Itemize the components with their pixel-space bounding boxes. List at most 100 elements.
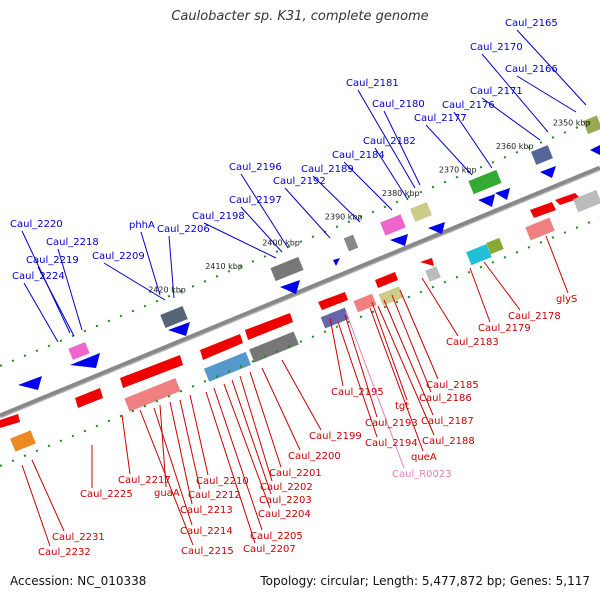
forward-gene-label[interactable]: Caul_2220 [10,219,63,230]
scale-tick [371,310,375,314]
scale-tick [35,349,39,353]
reverse-gene-label[interactable]: queA [411,452,437,463]
map-title: Caulobacter sp. K31, complete genome [171,9,429,24]
kbp-label: 2400 kbp [262,239,300,248]
forward-gene-label[interactable]: phhA [129,220,155,231]
scale-tick [95,424,99,428]
leader-line [481,53,549,133]
reverse-gene-label[interactable]: Caul_2188 [422,436,475,447]
scale-tick [407,295,411,299]
scale-tick [251,360,255,363]
scale-tick [239,265,243,268]
reverse-gene-label[interactable]: Caul_2204 [258,509,311,520]
reverse-gene-label[interactable]: tgt [395,401,409,412]
scale-tick [203,379,207,383]
reverse-gene-label[interactable]: Caul_2195 [331,387,384,398]
kbp-label: 2420 kbp [148,286,186,295]
scale-tick [515,251,519,254]
leader-line [483,261,521,311]
reverse-gene-label[interactable]: Caul_2185 [426,380,479,391]
scale-tick [587,221,591,224]
scale-tick [251,260,255,263]
scale-tick [47,344,51,348]
scale-tick [395,200,399,204]
reverse-gene-label[interactable]: Caul_2232 [38,547,91,558]
scale-tick [527,146,531,149]
reverse-gene-label[interactable]: Caul_2194 [365,438,418,449]
reverse-gene-label[interactable]: Caul_2231 [52,532,105,543]
scale-tick [431,285,435,289]
leader-line [140,231,161,296]
forward-gene-label[interactable]: Caul_2192 [273,176,326,187]
scale-tick [59,339,63,343]
forward-gene-label[interactable]: Caul_2219 [26,255,79,266]
scale-tick [455,175,459,179]
reverse-gene-label[interactable]: Caul_2214 [180,526,233,537]
forward-gene-label[interactable]: Caul_2170 [470,42,523,53]
scale-tick [299,340,303,343]
reverse-gene-label[interactable]: Caul_2217 [118,475,171,486]
forward-gene-label[interactable]: Caul_2182 [363,136,416,147]
reverse-gene-label[interactable]: Caul_2178 [508,311,561,322]
forward-gene-label[interactable]: Caul_2180 [372,99,425,110]
leader-line [205,391,256,544]
forward-gene-label[interactable]: Caul_2165 [505,18,558,29]
forward-gene-label[interactable]: Caul_2184 [332,150,385,161]
forward-gene-label[interactable]: Caul_2218 [46,237,99,248]
forward-gene-label[interactable]: Caul_2176 [442,100,495,111]
scale-tick [0,464,3,467]
leader-line [239,375,273,482]
leader-line [425,124,473,176]
forward-gene-label[interactable]: Caul_2198 [192,211,245,222]
reverse-gene-label[interactable]: Caul_2212 [188,490,241,501]
reverse-gene-label[interactable]: Caul_2201 [269,468,322,479]
scale-tick [335,225,339,229]
reverse-gene-label[interactable]: Caul_2193 [365,418,418,429]
forward-gene-label[interactable]: Caul_2166 [505,64,558,75]
reverse-gene-label[interactable]: Caul_2187 [421,416,474,427]
reverse-gene-label[interactable]: Caul_2202 [260,482,313,493]
reverse-gene-label[interactable]: Caul_2215 [181,546,234,557]
scale-tick [503,255,507,259]
genome-backbone-shadow [0,169,600,419]
reverse-gene-label[interactable]: guaA [154,488,180,499]
reverse-gene-label[interactable]: Caul_2186 [419,393,472,404]
scale-tick [263,355,267,358]
forward-gene-label[interactable]: Caul_2171 [470,86,523,97]
leader-line [516,75,577,113]
reverse-gene-label[interactable]: Caul_2207 [243,544,296,555]
leader-line [213,387,263,531]
scale-tick [539,141,543,144]
reverse-gene-label[interactable]: Caul_2205 [250,531,303,542]
forward-gene-label[interactable]: Caul_2206 [157,224,210,235]
forward-gene-label[interactable]: Caul_2177 [414,113,467,124]
scale-tick [11,459,15,462]
reverse-gene-label[interactable]: Caul_2199 [309,431,362,442]
scale-tick [179,289,183,293]
forward-gene-label[interactable]: Caul_2196 [229,162,282,173]
reverse-gene-label[interactable]: Caul_2213 [180,505,233,516]
gene-labels: Caul_2165 Caul_2170 Caul_2166 Caul_2171 Caul… [10,18,577,558]
scale-tick [491,260,495,264]
reverse-gene-label[interactable]: Caul_2183 [446,337,499,348]
forward-gene-label[interactable]: Caul_2209 [92,251,145,262]
rna-gene-label[interactable]: Caul_R0023 [392,469,452,480]
reverse-gene-label[interactable]: Caul_2225 [80,489,133,500]
forward-gene-label[interactable]: Caul_2189 [301,164,354,175]
reverse-gene-label[interactable]: Caul_2179 [478,323,531,334]
reverse-gene-label[interactable]: Caul_2210 [196,476,249,487]
scale-tick [23,454,27,458]
forward-gene-label[interactable]: Caul_2181 [346,78,399,89]
leader-line [31,459,65,532]
reverse-gene-label[interactable]: Caul_2203 [259,495,312,506]
leader-line [371,301,408,401]
forward-gene-label[interactable]: Caul_2224 [12,271,65,282]
reverse-gene-label[interactable]: glyS [556,294,577,305]
forward-gene-label[interactable]: Caul_2197 [229,195,282,206]
reverse-gene-label[interactable]: Caul_2200 [288,451,341,462]
leader-line [57,248,83,331]
kbp-label: 2390 kbp [325,213,363,222]
scale-tick [419,290,423,294]
scale-tick [299,240,303,243]
